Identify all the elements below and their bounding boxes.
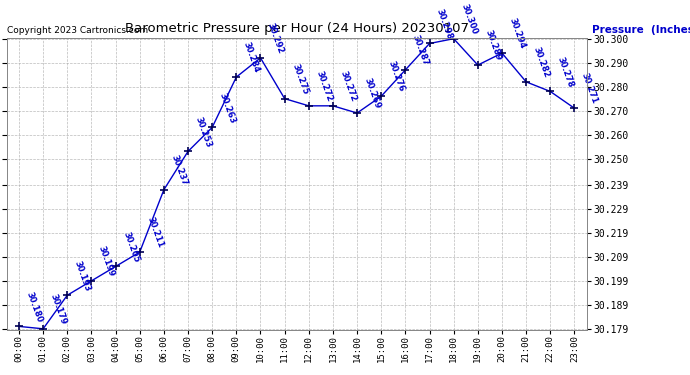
Text: 30.278: 30.278 [556, 56, 575, 88]
Text: 30.282: 30.282 [532, 46, 551, 79]
Text: 30.253: 30.253 [194, 115, 213, 148]
Text: 30.180: 30.180 [25, 290, 44, 324]
Text: 30.289: 30.289 [484, 29, 503, 62]
Text: 30.237: 30.237 [170, 154, 189, 187]
Text: 30.275: 30.275 [290, 63, 310, 96]
Text: 30.211: 30.211 [146, 216, 165, 249]
Text: 30.263: 30.263 [218, 91, 237, 124]
Text: 30.284: 30.284 [242, 41, 262, 74]
Text: 30.193: 30.193 [73, 259, 92, 292]
Text: 30.294: 30.294 [508, 17, 527, 50]
Text: 30.287: 30.287 [411, 34, 431, 67]
Text: 30.272: 30.272 [339, 70, 358, 103]
Text: Pressure  (Inches/Hg): Pressure (Inches/Hg) [592, 25, 690, 34]
Text: 30.298: 30.298 [435, 8, 455, 41]
Title: Barometric Pressure per Hour (24 Hours) 20230107: Barometric Pressure per Hour (24 Hours) … [125, 22, 469, 35]
Text: 30.199: 30.199 [97, 245, 117, 278]
Text: 30.269: 30.269 [363, 77, 382, 110]
Text: 30.271: 30.271 [580, 72, 600, 105]
Text: 30.300: 30.300 [460, 3, 479, 36]
Text: 30.276: 30.276 [387, 60, 406, 93]
Text: 30.272: 30.272 [315, 70, 334, 103]
Text: 30.292: 30.292 [266, 22, 286, 55]
Text: 30.179: 30.179 [49, 293, 68, 326]
Text: 30.205: 30.205 [121, 230, 141, 264]
Text: Copyright 2023 Cartronics.com: Copyright 2023 Cartronics.com [7, 26, 148, 34]
